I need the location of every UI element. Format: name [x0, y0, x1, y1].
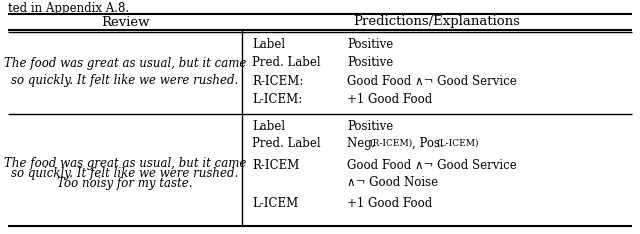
Text: Predictions/Explanations: Predictions/Explanations	[353, 15, 520, 29]
Text: +1 Good Food: +1 Good Food	[347, 93, 432, 106]
Text: Label: Label	[252, 38, 285, 51]
Text: so quickly. It felt like we were rushed.: so quickly. It felt like we were rushed.	[12, 168, 239, 180]
Text: Positive: Positive	[347, 56, 393, 69]
Text: ted in Appendix A.8.: ted in Appendix A.8.	[8, 2, 129, 15]
Text: so quickly. It felt like we were rushed.: so quickly. It felt like we were rushed.	[12, 74, 239, 87]
Text: Review: Review	[100, 15, 149, 29]
Text: Label: Label	[252, 120, 285, 133]
Text: , Pos.: , Pos.	[412, 137, 447, 150]
Text: Good Food ∧¬ Good Service: Good Food ∧¬ Good Service	[347, 75, 516, 88]
Text: (R-ICEM): (R-ICEM)	[369, 139, 412, 148]
Text: The food was great as usual, but it came: The food was great as usual, but it came	[4, 57, 246, 70]
Text: Pred. Label: Pred. Label	[252, 56, 321, 69]
Text: R-ICEM: R-ICEM	[252, 159, 300, 172]
Text: Good Food ∧¬ Good Service: Good Food ∧¬ Good Service	[347, 159, 516, 172]
Text: Positive: Positive	[347, 38, 393, 51]
Text: R-ICEM:: R-ICEM:	[252, 75, 303, 88]
Text: Positive: Positive	[347, 120, 393, 133]
Text: The food was great as usual, but it came: The food was great as usual, but it came	[4, 157, 246, 171]
Text: (L-ICEM): (L-ICEM)	[436, 139, 479, 148]
Text: +1 Good Food: +1 Good Food	[347, 197, 432, 210]
Text: Too noisy for my taste.: Too noisy for my taste.	[57, 178, 193, 190]
Text: Neg.: Neg.	[347, 137, 380, 150]
Text: L-ICEM:: L-ICEM:	[252, 93, 302, 106]
Text: Pred. Label: Pred. Label	[252, 137, 321, 150]
Text: L-ICEM: L-ICEM	[252, 197, 298, 210]
Text: ∧¬ Good Noise: ∧¬ Good Noise	[347, 176, 438, 190]
